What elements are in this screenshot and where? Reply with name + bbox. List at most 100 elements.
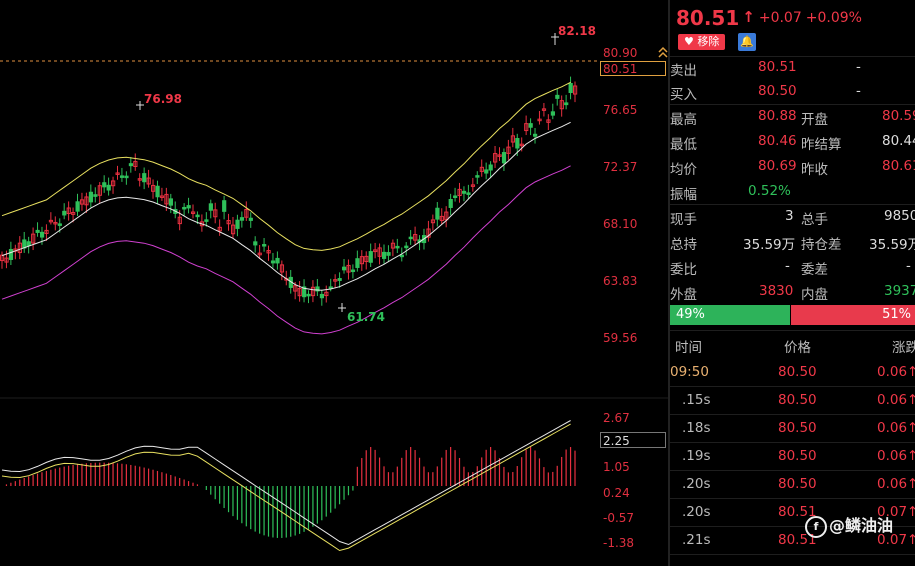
candle-body xyxy=(128,163,134,167)
candle-body xyxy=(426,228,431,238)
tick-price: 80.50 xyxy=(778,392,817,408)
now-hand-value: 3 xyxy=(785,208,794,224)
avg-label: 均价 xyxy=(670,162,697,178)
candle-body xyxy=(133,161,138,168)
kline-chart[interactable]: 80.90 76.65 72.37 68.10 63.83 59.56 80.5… xyxy=(0,0,668,566)
candle-body xyxy=(195,214,200,218)
prev-close-value: 80.61 xyxy=(882,158,915,174)
candle-body xyxy=(239,217,245,221)
left-high-marker-label: 76.98 xyxy=(144,92,182,106)
macd-tick-1: 2.67 xyxy=(603,411,630,425)
buy-ratio-bar: 49% xyxy=(670,305,790,325)
candle-body xyxy=(257,252,262,256)
candle-body xyxy=(470,184,476,187)
candle-body xyxy=(93,194,98,197)
low-marker-label: 61.74 xyxy=(347,310,385,324)
amplitude-row: 振幅 0.52% xyxy=(670,180,915,204)
candle-body xyxy=(377,247,382,257)
quote-header: 80.51 ↑ +0.07 +0.09% xyxy=(676,6,862,30)
tick-time: .18s xyxy=(682,420,711,436)
order-ratio-value: - xyxy=(785,258,790,274)
amplitude-value: 0.52% xyxy=(748,183,791,199)
candle-body xyxy=(44,229,49,234)
bid-price: 80.50 xyxy=(758,83,797,99)
tick-change: 0.06↑ xyxy=(877,364,915,380)
tick-price: 80.50 xyxy=(778,476,817,492)
candle-body xyxy=(262,244,267,247)
candle-body xyxy=(461,190,467,194)
tick-price: 80.50 xyxy=(778,364,817,380)
candle-body xyxy=(395,245,400,249)
candle-body xyxy=(568,82,573,94)
candle-body xyxy=(573,85,578,95)
candle-body xyxy=(488,164,493,171)
macd-dea-line xyxy=(1,423,571,552)
tick-price: 80.51 xyxy=(778,504,817,520)
tick-price: 80.50 xyxy=(778,420,817,436)
candle-body xyxy=(208,203,213,211)
divider-line xyxy=(670,56,915,57)
author-logo-icon: f xyxy=(805,515,827,538)
divider-line xyxy=(670,104,915,105)
ticks-change-header: 涨跌 xyxy=(892,340,915,356)
tick-change: 0.07↑ xyxy=(877,532,915,548)
candle-body xyxy=(399,254,404,258)
divider-line xyxy=(670,554,915,555)
candle-body xyxy=(293,285,298,292)
candle-body xyxy=(355,258,360,268)
candle-body xyxy=(466,192,471,195)
divider-line xyxy=(670,414,915,415)
bid-volume: - xyxy=(856,83,861,99)
macd-tick-3: 0.24 xyxy=(603,486,630,500)
ticks-header: 时间 价格 涨跌 xyxy=(670,331,915,359)
oi-change-label: 持仓差 xyxy=(801,237,842,253)
stat-row-low: 最低 80.46 昨结算 80.44 xyxy=(670,130,915,154)
order-ratio-label: 委比 xyxy=(670,262,697,278)
candle-body xyxy=(315,286,320,292)
candle-body xyxy=(222,200,227,212)
candle-body xyxy=(213,209,218,218)
ask-label: 卖出 xyxy=(670,63,697,79)
bid-row: 买入 80.50 - xyxy=(670,80,915,104)
outer-value: 3830 xyxy=(759,283,794,299)
candle-body xyxy=(319,293,325,299)
candle-body xyxy=(35,229,40,233)
divider-line xyxy=(670,204,915,205)
candle-body xyxy=(248,217,253,221)
open-label: 开盘 xyxy=(801,112,828,128)
tick-time: .19s xyxy=(682,448,711,464)
upper-band-line xyxy=(1,81,571,251)
candle-body xyxy=(48,219,54,223)
bid-label: 买入 xyxy=(670,87,697,103)
panel-divider[interactable] xyxy=(668,0,670,566)
candle-body xyxy=(497,154,502,157)
candle-body xyxy=(390,242,396,249)
divider-line xyxy=(670,442,915,443)
candle-body xyxy=(217,226,222,232)
candle-body xyxy=(119,175,125,178)
divider-line xyxy=(670,386,915,387)
candle-body xyxy=(408,236,413,240)
candle-body xyxy=(270,260,276,264)
tick-time: .21s xyxy=(682,532,711,548)
candle-body xyxy=(168,198,173,206)
divider-line xyxy=(670,498,915,499)
open-interest-label: 总持 xyxy=(670,237,697,253)
candle-body xyxy=(493,153,498,163)
candle-body xyxy=(439,215,444,221)
prev-settle-value: 80.44 xyxy=(882,133,915,149)
bell-icon[interactable]: 🔔 xyxy=(738,33,756,51)
candle-body xyxy=(84,196,89,206)
candle-body xyxy=(4,257,9,263)
candle-body xyxy=(430,219,436,224)
open-value: 80.59 xyxy=(882,108,915,124)
low-value: 80.46 xyxy=(758,133,797,149)
candle-body xyxy=(337,278,342,281)
candle-body xyxy=(444,211,449,221)
remove-watchlist-button[interactable]: ♥ 移除 xyxy=(678,34,726,50)
candle-body xyxy=(97,185,102,196)
candle-body xyxy=(79,199,85,205)
candle-body xyxy=(235,219,240,229)
candle-body xyxy=(413,234,418,241)
price-tick-4: 68.10 xyxy=(603,217,638,231)
